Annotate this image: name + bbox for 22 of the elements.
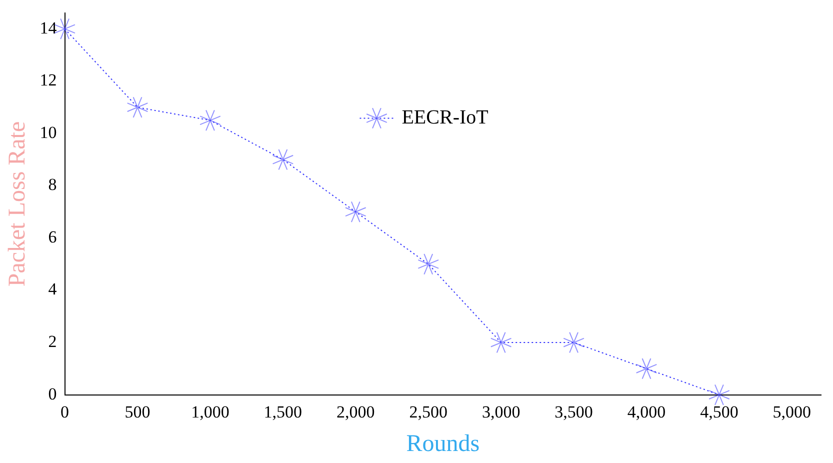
legend-label: EECR-IoT (402, 106, 488, 128)
x-tick-label: 5,000 (772, 402, 812, 422)
x-axis-title: Rounds (406, 430, 480, 457)
x-tick-label: 0 (60, 402, 70, 422)
x-tick-label: 500 (124, 402, 150, 422)
y-tick-label: 0 (48, 384, 57, 404)
y-tick-label: 4 (48, 280, 58, 299)
y-tick-label: 14 (40, 18, 58, 38)
x-tick-label: 2,500 (409, 402, 448, 422)
x-tick-label: 4,000 (627, 402, 666, 422)
y-tick-label: 12 (40, 70, 57, 90)
y-tick-label: 8 (48, 175, 57, 194)
x-tick-label: 1,000 (191, 402, 230, 422)
y-tick-label: 6 (48, 227, 57, 246)
y-tick-label: 10 (40, 122, 57, 142)
x-tick-label: 3,000 (482, 402, 520, 422)
x-tick-label: 1,500 (264, 402, 302, 422)
y-tick-label: 2 (48, 332, 57, 351)
x-tick-label: 4,500 (700, 402, 738, 422)
y-axis-title: Packet Loss Rate (4, 121, 31, 287)
x-tick-label: 2,000 (336, 402, 375, 422)
x-tick-label: 3,500 (554, 402, 593, 422)
